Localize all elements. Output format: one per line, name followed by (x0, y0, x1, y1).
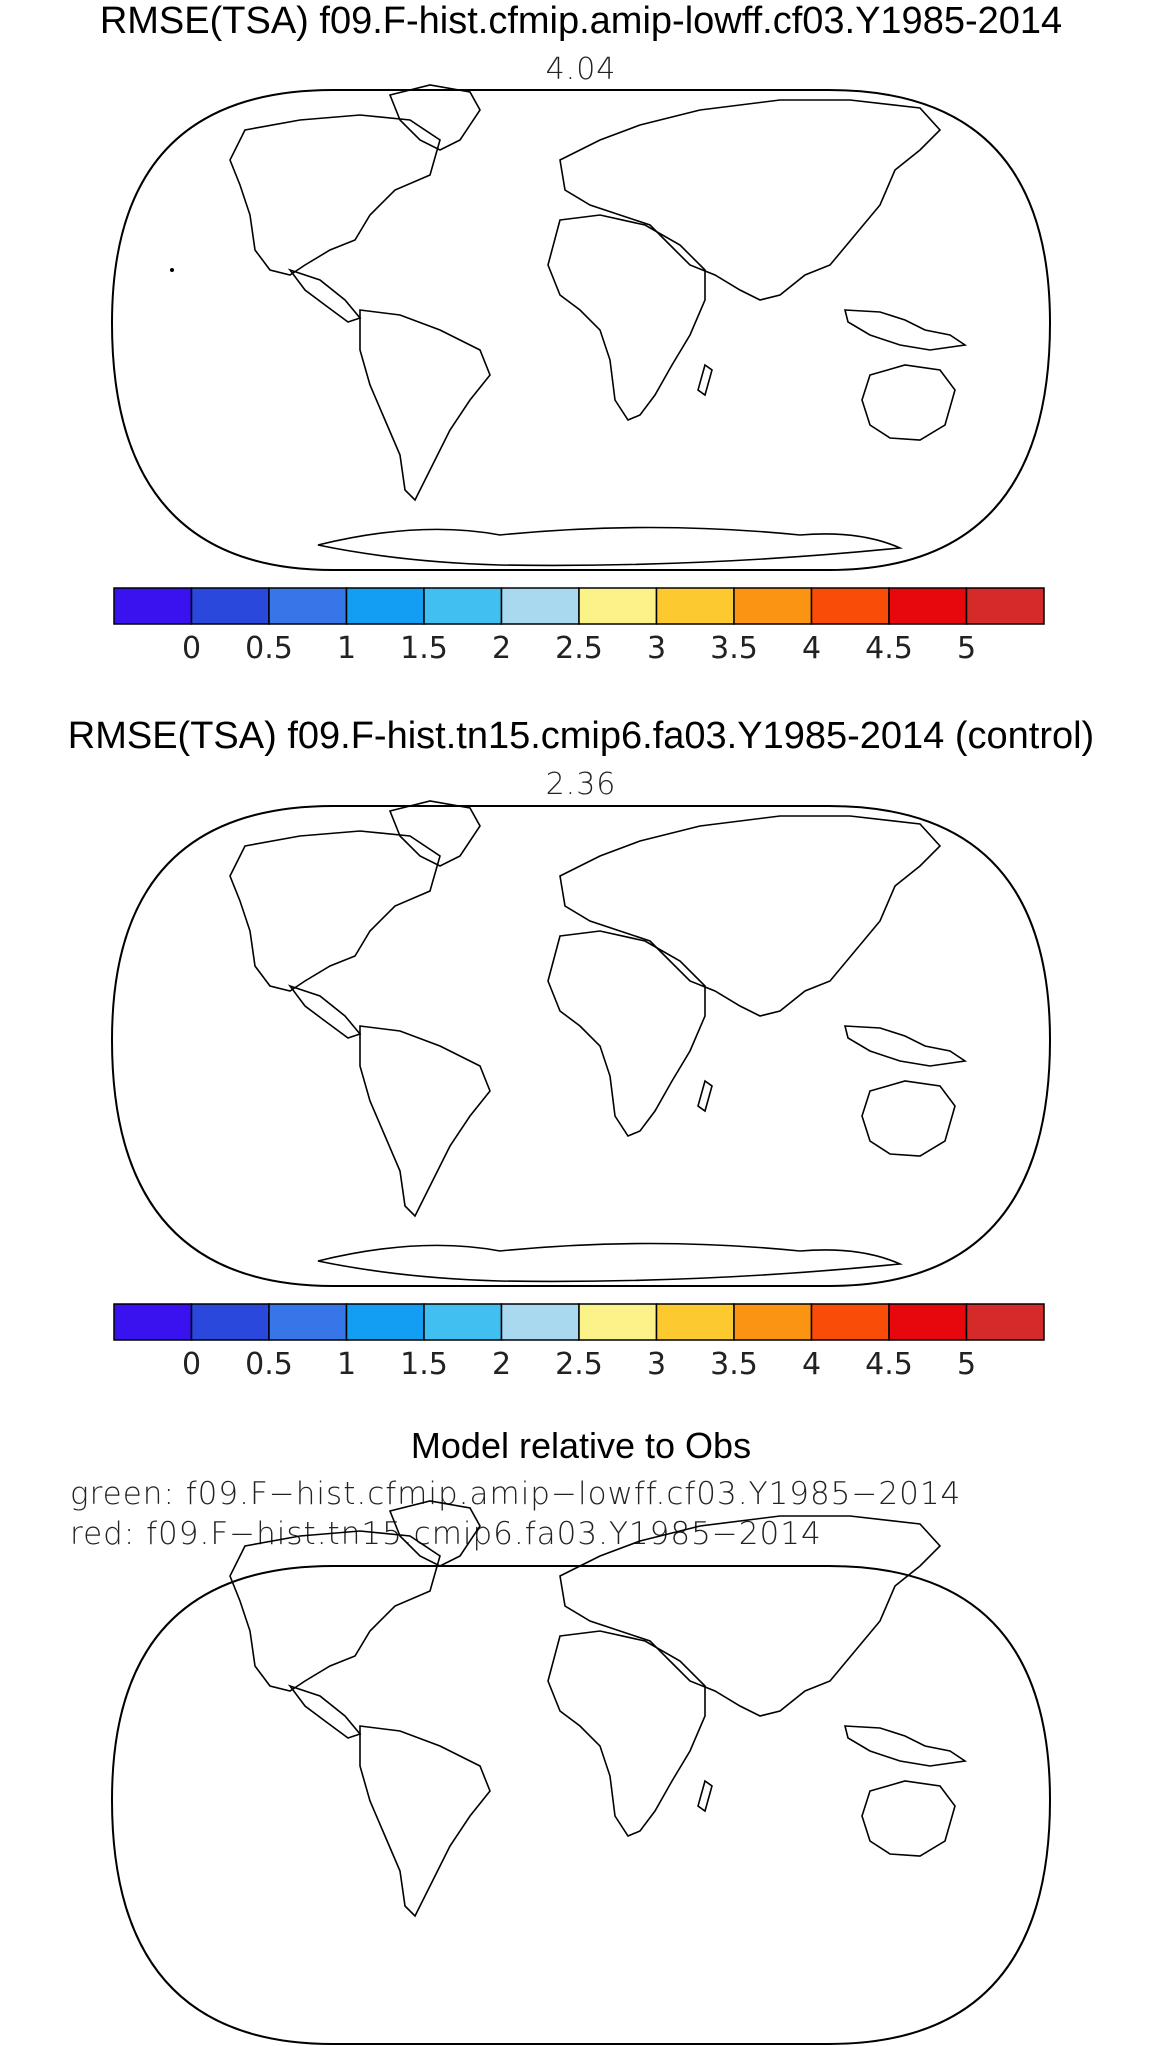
colorbar-tick-label: 4 (802, 1347, 821, 1382)
colorbar-tick-label: 0.5 (245, 631, 293, 666)
colorbar-swatch (655, 587, 735, 625)
colorbar-swatch (268, 587, 348, 625)
colorbar-swatch (810, 1303, 890, 1341)
colorbar-swatch (655, 1303, 735, 1341)
colorbar-tick-label: 3 (647, 1347, 666, 1382)
colorbar-swatch (268, 1303, 348, 1341)
colorbar-tick-label: 3.5 (710, 1347, 758, 1382)
panel-3-legend-red: red: f09.F−hist.tn15.cmip6.fa03.Y1985−20… (70, 1516, 822, 1552)
colorbar-swatch (965, 587, 1045, 625)
map-frame (110, 89, 1052, 571)
colorbar-tick-label: 1.5 (400, 1347, 448, 1382)
colorbar-swatch (733, 1303, 813, 1341)
colorbar-swatch (888, 587, 968, 625)
colorbar-tick-label: 5 (957, 1347, 976, 1382)
colorbar-swatch (423, 1303, 503, 1341)
map-frame (110, 805, 1052, 1287)
panel-2-value: 2.36 (545, 767, 617, 802)
colorbar-swatch (500, 587, 580, 625)
colorbar-tick-label: 5 (957, 631, 976, 666)
colorbar-swatch (345, 587, 425, 625)
colorbar-tick-label: 2.5 (555, 631, 603, 666)
colorbar-tick-label: 2 (492, 1347, 511, 1382)
colorbar-swatch (500, 1303, 580, 1341)
colorbar-swatch (578, 587, 658, 625)
colorbar-swatch (113, 1303, 193, 1341)
colorbar-swatch (190, 1303, 270, 1341)
colorbar-swatch (888, 1303, 968, 1341)
colorbar-tick-label: 4 (802, 631, 821, 666)
panel-3-legend-green: green: f09.F−hist.cfmip.amip−lowff.cf03.… (70, 1476, 962, 1512)
panel-2-title: RMSE(TSA) f09.F-hist.tn15.cmip6.fa03.Y19… (67, 715, 1095, 757)
colorbar-tick-label: 3 (647, 631, 666, 666)
colorbar-tick-label: 2 (492, 631, 511, 666)
panel-3-map (110, 1500, 1052, 2045)
colorbar-swatch (113, 587, 193, 625)
colorbar-swatch (190, 587, 270, 625)
colorbar-tick-label: 1 (337, 631, 356, 666)
colorbar-tick-label: 1 (337, 1347, 356, 1382)
colorbar-tick-label: 1.5 (400, 631, 448, 666)
panel-1-value: 4.04 (545, 52, 617, 87)
colorbar-2: 0 0.5 1 1.5 2 2.5 3 3.5 4 4.5 5 (113, 1303, 1045, 1382)
colorbar-tick-label: 3.5 (710, 631, 758, 666)
colorbar-swatch (578, 1303, 658, 1341)
colorbar-swatch (965, 1303, 1045, 1341)
colorbar-tick-label: 0.5 (245, 1347, 293, 1382)
panel-1-map (110, 84, 1052, 571)
colorbar-swatch (733, 587, 813, 625)
map-frame (110, 1565, 1052, 2045)
colorbar-tick-label: 4.5 (865, 1347, 913, 1382)
colorbar-swatch (810, 587, 890, 625)
colorbar-swatch (345, 1303, 425, 1341)
colorbar-swatch (423, 587, 503, 625)
colorbar-tick-label: 0 (182, 631, 201, 666)
panel-3-title: Model relative to Obs (410, 1425, 752, 1466)
colorbar-tick-label: 4.5 (865, 631, 913, 666)
colorbar-1: 0 0.5 1 1.5 2 2.5 3 3.5 4 4.5 5 (113, 587, 1045, 666)
colorbar-tick-label: 2.5 (555, 1347, 603, 1382)
panel-2-map (110, 800, 1052, 1287)
panel-1-title: RMSE(TSA) f09.F-hist.cfmip.amip-lowff.cf… (99, 0, 1063, 42)
colorbar-tick-label: 0 (182, 1347, 201, 1382)
